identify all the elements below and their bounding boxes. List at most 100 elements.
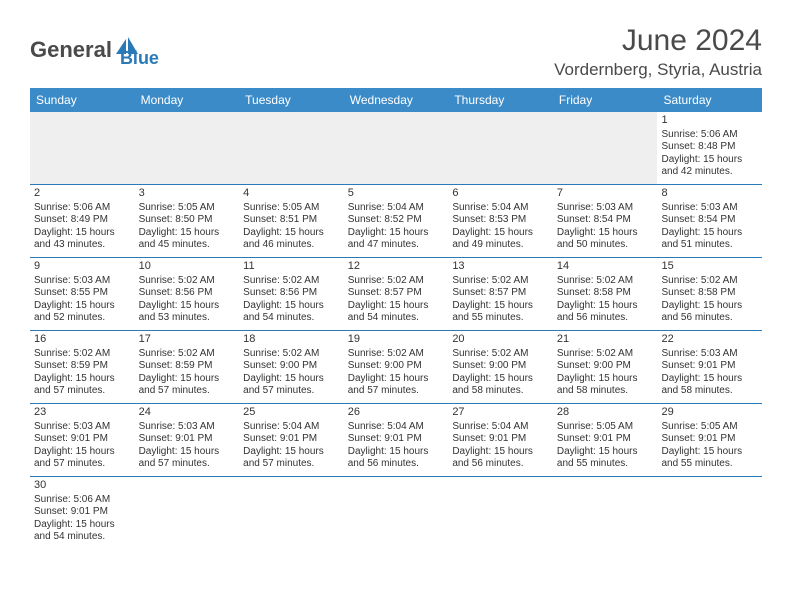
day-daylight2: and 57 minutes. <box>139 458 236 471</box>
day-cell: 4Sunrise: 5:05 AMSunset: 8:51 PMDaylight… <box>239 185 344 257</box>
day-cell: 3Sunrise: 5:05 AMSunset: 8:50 PMDaylight… <box>135 185 240 257</box>
day-cell: 23Sunrise: 5:03 AMSunset: 9:01 PMDayligh… <box>30 404 135 476</box>
day-number: 30 <box>34 479 131 493</box>
day-number: 7 <box>557 187 654 201</box>
day-daylight1: Daylight: 15 hours <box>34 446 131 459</box>
day-cell: 18Sunrise: 5:02 AMSunset: 9:00 PMDayligh… <box>239 331 344 403</box>
day-daylight1: Daylight: 15 hours <box>34 227 131 240</box>
day-number: 19 <box>348 333 445 347</box>
day-daylight1: Daylight: 15 hours <box>348 227 445 240</box>
logo: General Blue <box>30 30 159 69</box>
day-cell: 27Sunrise: 5:04 AMSunset: 9:01 PMDayligh… <box>448 404 553 476</box>
day-sunset: Sunset: 9:00 PM <box>452 360 549 373</box>
day-daylight1: Daylight: 15 hours <box>661 300 758 313</box>
day-daylight2: and 56 minutes. <box>557 312 654 325</box>
day-number: 8 <box>661 187 758 201</box>
day-cell-empty <box>448 477 553 549</box>
day-sunset: Sunset: 8:56 PM <box>139 287 236 300</box>
day-daylight2: and 50 minutes. <box>557 239 654 252</box>
day-number: 15 <box>661 260 758 274</box>
day-daylight2: and 58 minutes. <box>452 385 549 398</box>
day-cell: 13Sunrise: 5:02 AMSunset: 8:57 PMDayligh… <box>448 258 553 330</box>
day-daylight2: and 55 minutes. <box>557 458 654 471</box>
day-daylight1: Daylight: 15 hours <box>452 300 549 313</box>
day-daylight1: Daylight: 15 hours <box>557 446 654 459</box>
day-daylight1: Daylight: 15 hours <box>139 227 236 240</box>
day-sunset: Sunset: 8:56 PM <box>243 287 340 300</box>
day-sunrise: Sunrise: 5:02 AM <box>139 275 236 288</box>
day-cell-empty <box>135 112 240 184</box>
day-sunrise: Sunrise: 5:03 AM <box>139 421 236 434</box>
day-number: 23 <box>34 406 131 420</box>
week-row: 30Sunrise: 5:06 AMSunset: 9:01 PMDayligh… <box>30 477 762 549</box>
day-number: 9 <box>34 260 131 274</box>
calendar: SundayMondayTuesdayWednesdayThursdayFrid… <box>30 88 762 549</box>
weekday-header: Wednesday <box>344 88 449 112</box>
day-cell-empty <box>239 477 344 549</box>
day-daylight1: Daylight: 15 hours <box>139 300 236 313</box>
day-daylight1: Daylight: 15 hours <box>34 519 131 532</box>
day-number: 21 <box>557 333 654 347</box>
day-daylight2: and 49 minutes. <box>452 239 549 252</box>
day-sunset: Sunset: 8:58 PM <box>661 287 758 300</box>
day-daylight2: and 57 minutes. <box>34 385 131 398</box>
day-daylight1: Daylight: 15 hours <box>139 373 236 386</box>
week-row: 1Sunrise: 5:06 AMSunset: 8:48 PMDaylight… <box>30 112 762 185</box>
day-cell-empty <box>30 112 135 184</box>
day-sunrise: Sunrise: 5:02 AM <box>243 348 340 361</box>
day-cell: 16Sunrise: 5:02 AMSunset: 8:59 PMDayligh… <box>30 331 135 403</box>
day-sunrise: Sunrise: 5:02 AM <box>243 275 340 288</box>
day-sunset: Sunset: 9:01 PM <box>557 433 654 446</box>
day-cell-empty <box>657 477 762 549</box>
day-cell: 21Sunrise: 5:02 AMSunset: 9:00 PMDayligh… <box>553 331 658 403</box>
day-daylight2: and 54 minutes. <box>34 531 131 544</box>
day-daylight2: and 57 minutes. <box>348 385 445 398</box>
weekday-header: Sunday <box>30 88 135 112</box>
day-daylight2: and 51 minutes. <box>661 239 758 252</box>
day-cell-empty <box>239 112 344 184</box>
day-cell: 9Sunrise: 5:03 AMSunset: 8:55 PMDaylight… <box>30 258 135 330</box>
day-daylight2: and 56 minutes. <box>661 312 758 325</box>
day-number: 25 <box>243 406 340 420</box>
day-sunset: Sunset: 9:01 PM <box>139 433 236 446</box>
day-daylight1: Daylight: 15 hours <box>139 446 236 459</box>
day-daylight2: and 56 minutes. <box>348 458 445 471</box>
day-daylight2: and 42 minutes. <box>661 166 758 179</box>
day-cell: 6Sunrise: 5:04 AMSunset: 8:53 PMDaylight… <box>448 185 553 257</box>
day-cell: 19Sunrise: 5:02 AMSunset: 9:00 PMDayligh… <box>344 331 449 403</box>
weekday-header: Monday <box>135 88 240 112</box>
week-row: 23Sunrise: 5:03 AMSunset: 9:01 PMDayligh… <box>30 404 762 477</box>
header-row: General Blue June 2024 Vordernberg, Styr… <box>30 24 762 80</box>
day-sunset: Sunset: 8:55 PM <box>34 287 131 300</box>
day-sunrise: Sunrise: 5:05 AM <box>243 202 340 215</box>
day-cell: 5Sunrise: 5:04 AMSunset: 8:52 PMDaylight… <box>344 185 449 257</box>
day-cell: 8Sunrise: 5:03 AMSunset: 8:54 PMDaylight… <box>657 185 762 257</box>
day-sunset: Sunset: 9:01 PM <box>34 506 131 519</box>
day-sunset: Sunset: 8:57 PM <box>452 287 549 300</box>
day-cell: 26Sunrise: 5:04 AMSunset: 9:01 PMDayligh… <box>344 404 449 476</box>
day-sunrise: Sunrise: 5:02 AM <box>348 275 445 288</box>
day-sunset: Sunset: 8:52 PM <box>348 214 445 227</box>
day-number: 14 <box>557 260 654 274</box>
title-block: June 2024 Vordernberg, Styria, Austria <box>554 24 762 80</box>
day-number: 13 <box>452 260 549 274</box>
day-daylight1: Daylight: 15 hours <box>452 373 549 386</box>
day-sunset: Sunset: 9:01 PM <box>348 433 445 446</box>
day-daylight1: Daylight: 15 hours <box>557 300 654 313</box>
day-cell-empty <box>135 477 240 549</box>
day-daylight1: Daylight: 15 hours <box>452 446 549 459</box>
logo-text-blue: Blue <box>120 48 159 69</box>
day-sunrise: Sunrise: 5:02 AM <box>452 348 549 361</box>
day-sunrise: Sunrise: 5:03 AM <box>557 202 654 215</box>
day-number: 16 <box>34 333 131 347</box>
day-sunset: Sunset: 8:53 PM <box>452 214 549 227</box>
day-cell: 24Sunrise: 5:03 AMSunset: 9:01 PMDayligh… <box>135 404 240 476</box>
day-daylight2: and 52 minutes. <box>34 312 131 325</box>
day-number: 12 <box>348 260 445 274</box>
day-number: 3 <box>139 187 236 201</box>
day-cell-empty <box>448 112 553 184</box>
day-daylight1: Daylight: 15 hours <box>557 227 654 240</box>
day-daylight2: and 57 minutes. <box>34 458 131 471</box>
day-daylight1: Daylight: 15 hours <box>661 227 758 240</box>
week-row: 9Sunrise: 5:03 AMSunset: 8:55 PMDaylight… <box>30 258 762 331</box>
